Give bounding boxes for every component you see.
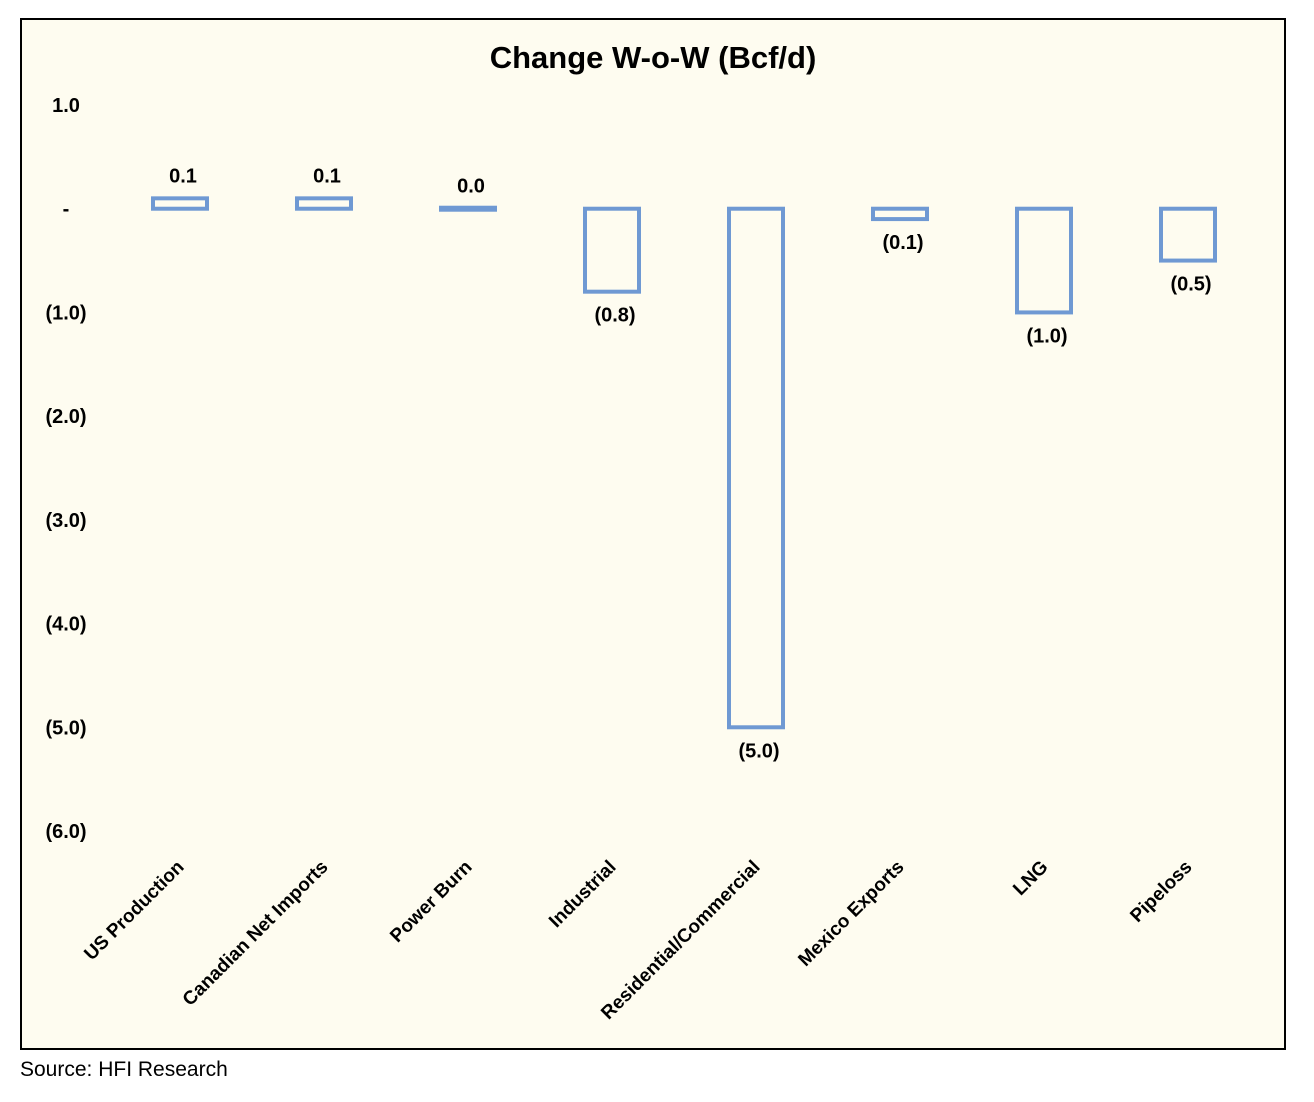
data-label-residential-commercial: (5.0) bbox=[738, 740, 779, 762]
y-tick-label: (3.0) bbox=[45, 510, 86, 532]
y-tick-label: (1.0) bbox=[45, 302, 86, 324]
y-tick-label: (4.0) bbox=[45, 614, 86, 636]
bar-pipeloss bbox=[1159, 206, 1217, 263]
data-label-canadian-net-imports: 0.1 bbox=[313, 165, 341, 187]
data-label-mexico-exports: (0.1) bbox=[882, 232, 923, 254]
bars bbox=[151, 196, 1217, 730]
bar-us-production bbox=[151, 196, 209, 211]
bar-residential-commercial bbox=[727, 206, 785, 730]
y-axis-ticks: 1.0 - (1.0) (2.0) (3.0) (4.0) (5.0) (6.0) bbox=[45, 95, 86, 843]
data-labels: 0.1 0.1 0.0 (0.8) (5.0) (0.1) (1.0) (0.5) bbox=[169, 165, 1211, 762]
chart-title: Change W-o-W (Bcf/d) bbox=[490, 40, 817, 75]
bar-canadian-net-imports bbox=[295, 196, 353, 211]
bar-lng bbox=[1015, 206, 1073, 315]
chart-frame: Change W-o-W (Bcf/d) 1.0 - (1.0) (2.0) (3.0)… bbox=[20, 18, 1286, 1050]
bar-industrial bbox=[583, 206, 641, 294]
y-tick-label: - bbox=[63, 199, 70, 221]
y-tick-label: 1.0 bbox=[52, 95, 80, 117]
data-label-pipeloss: (0.5) bbox=[1170, 274, 1211, 296]
data-label-us-production: 0.1 bbox=[169, 165, 197, 187]
bar-mexico-exports bbox=[871, 206, 929, 222]
data-label-lng: (1.0) bbox=[1026, 325, 1067, 347]
chart-background bbox=[22, 20, 1284, 1048]
y-tick-label: (5.0) bbox=[45, 717, 86, 739]
data-label-power-burn: 0.0 bbox=[457, 176, 485, 198]
y-tick-label: (6.0) bbox=[45, 821, 86, 843]
bar-chart: Change W-o-W (Bcf/d) 1.0 - (1.0) (2.0) (3.0)… bbox=[22, 20, 1284, 1048]
source-note: Source: HFI Research bbox=[20, 1058, 228, 1081]
bar-power-burn bbox=[439, 205, 497, 212]
data-label-industrial: (0.8) bbox=[594, 305, 635, 327]
y-tick-label: (2.0) bbox=[45, 406, 86, 428]
